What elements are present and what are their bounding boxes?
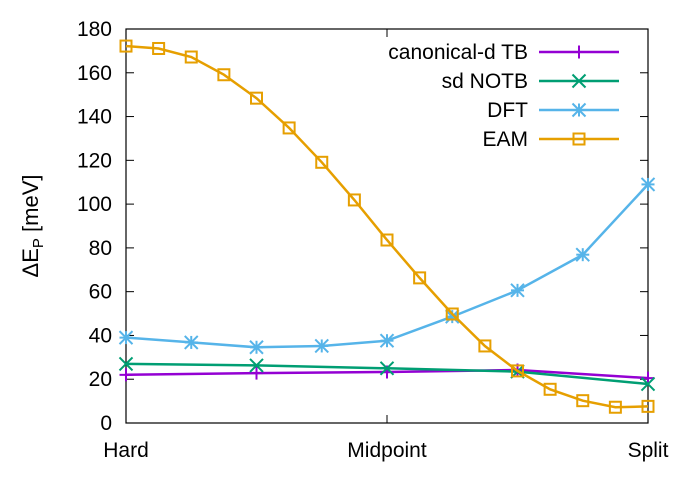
legend-label: DFT	[487, 99, 528, 122]
data-point	[314, 338, 329, 354]
legend-item: EAM	[482, 128, 619, 151]
y-tick-label: 0	[100, 412, 112, 435]
y-axis-label-sub: P	[30, 238, 47, 248]
x-tick-label: Midpoint	[347, 439, 427, 462]
data-point	[119, 39, 133, 53]
legend-label: sd NOTB	[442, 70, 528, 93]
y-tick-label: 40	[89, 324, 112, 347]
data-point	[575, 247, 590, 262]
series-line	[125, 183, 649, 349]
data-point	[379, 333, 395, 348]
data-point	[347, 193, 361, 207]
legend-item: DFT	[487, 99, 619, 122]
legend-marker	[572, 132, 586, 146]
data-point	[510, 283, 525, 298]
y-tick-label: 180	[77, 18, 112, 41]
legend-marker	[571, 73, 587, 89]
data-point	[249, 358, 264, 373]
legend-item: canonical-d TB	[388, 41, 619, 64]
legend-marker	[571, 102, 587, 118]
series-dft	[118, 177, 656, 355]
data-point	[543, 382, 557, 396]
data-point	[511, 364, 524, 378]
data-point	[250, 366, 263, 380]
data-point	[217, 68, 231, 82]
data-point	[640, 177, 656, 192]
legend-label: EAM	[482, 128, 528, 151]
y-tick-label: 80	[89, 237, 112, 260]
series-sd-notb	[118, 356, 656, 392]
data-point	[379, 361, 395, 376]
y-tick-label: 120	[77, 149, 112, 172]
data-point	[282, 121, 296, 135]
legend-item: sd NOTB	[442, 70, 619, 93]
data-point	[445, 307, 459, 321]
data-point	[413, 271, 427, 285]
data-point	[184, 50, 198, 64]
legend-marker	[572, 45, 586, 59]
data-point	[118, 330, 134, 345]
data-point	[380, 233, 394, 247]
data-point	[315, 155, 329, 169]
y-axis-label-unit: [meV]	[18, 175, 43, 239]
data-point	[119, 368, 133, 382]
series-eam	[119, 39, 655, 414]
data-point	[152, 41, 166, 55]
data-point	[576, 394, 590, 408]
y-tick-label: 100	[77, 193, 112, 216]
data-point	[118, 356, 134, 372]
legend-label: canonical-d TB	[388, 41, 528, 64]
data-point	[640, 376, 656, 392]
y-tick-label: 60	[89, 281, 112, 304]
series-line	[125, 44, 649, 409]
y-axis-label-main: ΔE	[18, 248, 43, 277]
y-axis-label: ΔEP [meV]	[18, 175, 47, 278]
y-tick-label: 20	[89, 368, 112, 391]
data-point	[641, 371, 655, 385]
x-tick-label: Hard	[103, 439, 149, 462]
y-tick-label: 140	[77, 106, 112, 129]
plot-series	[118, 39, 656, 414]
legend: canonical-d TB sd NOTB DFT EAM	[388, 41, 619, 151]
axes: 0 20 40 60 80 100 120 140 160 180 Hard Midpoint Spli…	[77, 18, 669, 462]
data-point	[184, 335, 199, 350]
data-point	[608, 400, 622, 414]
data-point	[250, 91, 263, 105]
data-point	[478, 339, 492, 353]
x-tick-label: Split	[628, 439, 669, 462]
plot-frame	[125, 28, 649, 424]
series-canonical-d-tb	[119, 363, 655, 385]
data-point	[249, 340, 264, 355]
y-tick-label: 160	[77, 62, 112, 85]
data-point	[641, 399, 655, 413]
